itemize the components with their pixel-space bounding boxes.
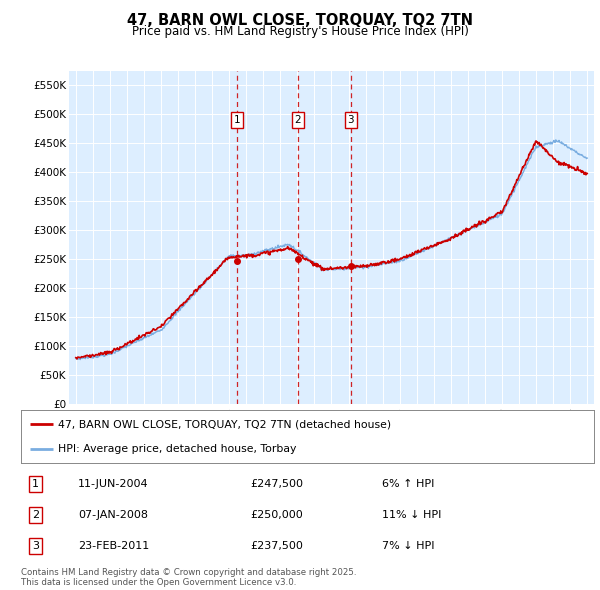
Text: 07-JAN-2008: 07-JAN-2008 [79, 510, 148, 520]
Text: 1: 1 [32, 478, 39, 489]
Text: 3: 3 [347, 115, 354, 125]
Text: 2: 2 [295, 115, 301, 125]
Text: 3: 3 [32, 541, 39, 551]
Text: 7% ↓ HPI: 7% ↓ HPI [382, 541, 434, 551]
Text: Price paid vs. HM Land Registry's House Price Index (HPI): Price paid vs. HM Land Registry's House … [131, 25, 469, 38]
Text: 47, BARN OWL CLOSE, TORQUAY, TQ2 7TN (detached house): 47, BARN OWL CLOSE, TORQUAY, TQ2 7TN (de… [58, 419, 391, 430]
Text: £237,500: £237,500 [250, 541, 303, 551]
Text: 23-FEB-2011: 23-FEB-2011 [79, 541, 149, 551]
Text: 6% ↑ HPI: 6% ↑ HPI [382, 478, 434, 489]
Text: 47, BARN OWL CLOSE, TORQUAY, TQ2 7TN: 47, BARN OWL CLOSE, TORQUAY, TQ2 7TN [127, 13, 473, 28]
Text: Contains HM Land Registry data © Crown copyright and database right 2025.
This d: Contains HM Land Registry data © Crown c… [21, 568, 356, 587]
Text: 2: 2 [32, 510, 39, 520]
Text: 11% ↓ HPI: 11% ↓ HPI [382, 510, 442, 520]
Text: 1: 1 [233, 115, 240, 125]
Text: £247,500: £247,500 [250, 478, 303, 489]
Text: HPI: Average price, detached house, Torbay: HPI: Average price, detached house, Torb… [58, 444, 296, 454]
Text: £250,000: £250,000 [250, 510, 303, 520]
Text: 11-JUN-2004: 11-JUN-2004 [79, 478, 149, 489]
